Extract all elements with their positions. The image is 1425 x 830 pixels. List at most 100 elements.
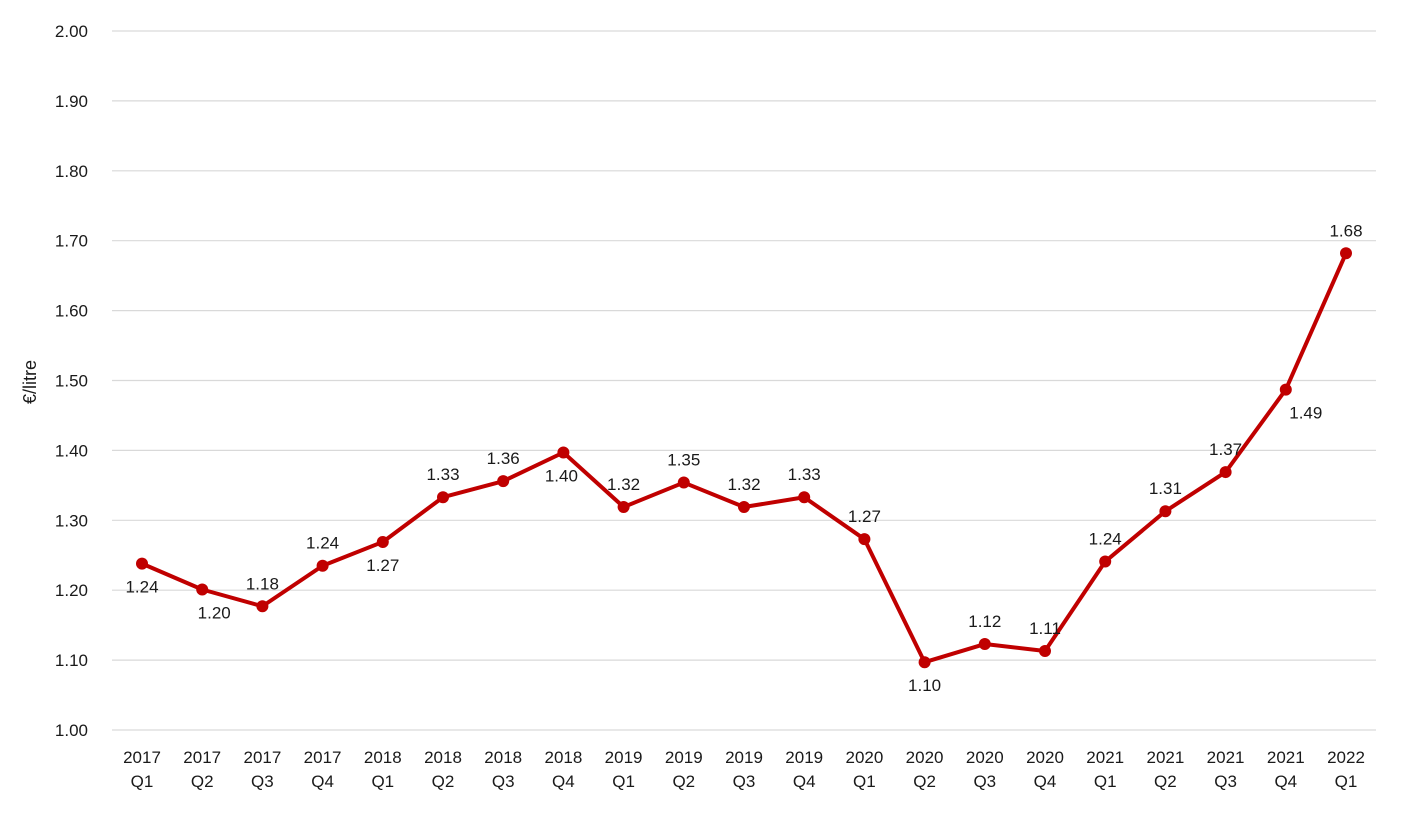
x-tick-label-year: 2021 <box>1267 748 1305 767</box>
y-axis-label: €/litre <box>20 360 40 404</box>
x-tick-label-quarter: Q4 <box>1034 772 1057 791</box>
data-label: 1.20 <box>198 604 231 623</box>
y-tick-label: 1.90 <box>55 92 88 111</box>
x-tick-label-quarter: Q4 <box>1274 772 1297 791</box>
data-point <box>1159 505 1172 518</box>
x-tick-label-year: 2017 <box>243 748 281 767</box>
x-tick-label-quarter: Q1 <box>1094 772 1117 791</box>
x-tick-label-quarter: Q4 <box>311 772 334 791</box>
series-line <box>140 251 1348 665</box>
data-point <box>1099 555 1112 568</box>
x-tick-label-year: 2019 <box>665 748 703 767</box>
data-point <box>1039 645 1051 658</box>
data-point <box>918 656 931 669</box>
data-label: 1.24 <box>1089 530 1122 549</box>
data-label: 1.33 <box>788 465 821 484</box>
x-tick-label-year: 2022 <box>1327 748 1365 767</box>
data-label: 1.33 <box>426 465 459 484</box>
data-point <box>196 583 209 596</box>
gridlines <box>112 30 1376 731</box>
data-point <box>858 533 871 546</box>
x-tick-label-quarter: Q1 <box>853 772 876 791</box>
x-tick-label-year: 2020 <box>845 748 883 767</box>
x-tick-label-quarter: Q4 <box>793 772 816 791</box>
data-point <box>617 501 630 514</box>
data-point <box>1340 247 1352 260</box>
series-fuel-price <box>136 247 1352 669</box>
x-tick-label-year: 2018 <box>364 748 402 767</box>
y-tick-label: 1.30 <box>55 511 88 530</box>
data-label: 1.40 <box>545 466 578 485</box>
x-tick-label-quarter: Q2 <box>672 772 695 791</box>
y-tick-label: 1.60 <box>55 302 88 321</box>
data-point <box>437 491 449 504</box>
data-label: 1.32 <box>607 475 640 494</box>
x-tick-label-quarter: Q3 <box>1214 772 1237 791</box>
data-point <box>978 638 991 651</box>
x-tick-label-year: 2017 <box>304 748 342 767</box>
x-tick-label-year: 2019 <box>725 748 763 767</box>
data-label: 1.68 <box>1329 221 1362 240</box>
x-tick-label-quarter: Q1 <box>371 772 394 791</box>
x-tick-label-quarter: Q3 <box>251 772 274 791</box>
data-label: 1.27 <box>848 507 881 526</box>
x-tick-label-quarter: Q2 <box>432 772 455 791</box>
x-tick-label-quarter: Q1 <box>1335 772 1358 791</box>
y-tick-label: 2.00 <box>55 22 88 41</box>
y-tick-label: 1.80 <box>55 162 88 181</box>
data-label: 1.18 <box>246 574 279 593</box>
data-point <box>136 557 148 570</box>
x-tick-label-quarter: Q3 <box>973 772 996 791</box>
x-tick-label-year: 2020 <box>966 748 1004 767</box>
x-tick-label-year: 2017 <box>123 748 161 767</box>
x-tick-label-quarter: Q3 <box>733 772 756 791</box>
data-point <box>557 446 570 459</box>
data-point <box>256 600 269 613</box>
data-point <box>677 476 690 489</box>
y-tick-label: 1.70 <box>55 232 88 251</box>
data-point <box>798 491 811 504</box>
y-tick-label: 1.20 <box>55 581 88 600</box>
x-tick-label-year: 2020 <box>1026 748 1064 767</box>
y-tick-label: 1.50 <box>55 372 88 391</box>
x-tick-label-year: 2018 <box>424 748 462 767</box>
x-tick-label-year: 2019 <box>605 748 643 767</box>
x-tick-label-year: 2020 <box>906 748 944 767</box>
data-point <box>1279 383 1292 396</box>
data-label: 1.11 <box>1029 619 1061 638</box>
y-tick-label: 1.40 <box>55 441 88 460</box>
data-label: 1.36 <box>487 449 520 468</box>
x-axis: 2017 Q1 2017 Q2 2017 Q3 2017 Q4 2018 Q1 2018 Q2 2018… <box>123 748 1365 791</box>
data-point <box>1219 466 1232 479</box>
x-tick-label-year: 2019 <box>785 748 823 767</box>
x-tick-label-year: 2021 <box>1207 748 1245 767</box>
data-label: 1.32 <box>727 475 760 494</box>
y-tick-label: 1.10 <box>55 651 88 670</box>
data-label: 1.10 <box>908 676 941 695</box>
x-tick-label-quarter: Q3 <box>492 772 515 791</box>
data-point <box>376 535 389 548</box>
data-label: 1.24 <box>125 578 158 597</box>
x-tick-label-year: 2021 <box>1146 748 1184 767</box>
data-label: 1.35 <box>667 451 700 470</box>
y-tick-label: 1.00 <box>55 721 88 740</box>
x-tick-label-year: 2017 <box>183 748 221 767</box>
data-label: 1.49 <box>1289 404 1322 423</box>
data-labels: 1.24 1.20 1.18 1.24 1.27 1.33 1.36 1.40 1.32 1.35… <box>125 221 1362 695</box>
data-point <box>738 501 750 514</box>
x-tick-label-quarter: Q1 <box>612 772 635 791</box>
x-tick-label-quarter: Q2 <box>191 772 214 791</box>
data-label: 1.24 <box>306 534 339 553</box>
x-tick-label-year: 2018 <box>544 748 582 767</box>
data-label: 1.37 <box>1209 440 1242 459</box>
y-axis: 1.00 1.10 1.20 1.30 1.40 1.50 1.60 1.70 1.80 1.90… <box>55 22 88 740</box>
data-label: 1.27 <box>366 556 399 575</box>
x-tick-label-quarter: Q4 <box>552 772 575 791</box>
x-tick-label-year: 2018 <box>484 748 522 767</box>
data-point <box>316 559 329 572</box>
x-tick-label-quarter: Q1 <box>131 772 154 791</box>
x-tick-label-quarter: Q2 <box>1154 772 1177 791</box>
data-point <box>497 475 510 488</box>
x-tick-label-year: 2021 <box>1086 748 1124 767</box>
